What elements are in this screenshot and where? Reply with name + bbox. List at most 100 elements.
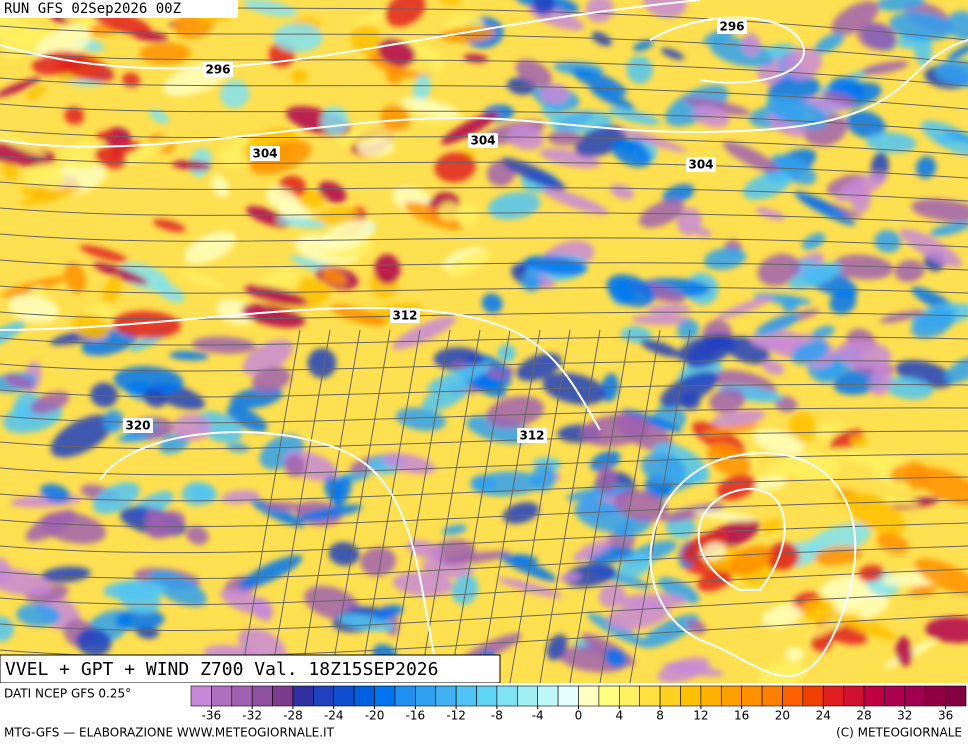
field-blob: [711, 409, 766, 427]
color-swatch: [761, 685, 783, 707]
field-blob: [716, 295, 774, 320]
field-blob: [752, 429, 805, 456]
contour-labels: 296 296 304 304 304 312 312 320: [123, 19, 747, 443]
streamline: [599, 329, 661, 683]
field-blob: [788, 262, 842, 290]
color-swatch: [251, 685, 273, 707]
field-blob: [502, 502, 540, 524]
field-blob: [318, 181, 347, 204]
color-swatch: [517, 685, 539, 707]
field-blob: [849, 435, 868, 448]
field-blob: [320, 219, 376, 252]
field-blob: [153, 219, 186, 233]
field-blob: [542, 188, 609, 215]
field-blob: [915, 467, 968, 506]
color-swatch: [415, 685, 437, 707]
color-swatch: [394, 685, 416, 707]
color-swatch: [741, 685, 763, 707]
field-blob: [499, 553, 557, 582]
color-swatch: [272, 685, 294, 707]
color-swatch: [700, 685, 722, 707]
field-blob: [811, 325, 835, 340]
field-blob: [315, 207, 360, 225]
field-blob: [191, 483, 218, 504]
streamline: [479, 329, 541, 683]
field-blob: [360, 547, 397, 577]
color-swatch: [618, 685, 640, 707]
field-blob: [3, 373, 34, 390]
color-swatch: [374, 685, 396, 707]
label-box: [390, 308, 420, 323]
source-label: DATI NCEP GFS 0.25°: [4, 687, 131, 701]
field-blob: [92, 482, 140, 514]
field-blob: [404, 201, 462, 231]
field-blob: [663, 662, 724, 677]
streamline: [0, 259, 968, 271]
field-blob: [64, 262, 87, 294]
tick-label: -24: [324, 709, 344, 723]
field-blob: [229, 386, 283, 409]
tick-label: 8: [656, 709, 664, 723]
field-blob: [195, 411, 243, 444]
field-blob: [0, 321, 26, 351]
field-blob: [703, 247, 747, 270]
color-swatch: [904, 685, 926, 707]
field-blob: [76, 628, 112, 657]
streamline: [0, 25, 968, 64]
field-blob: [441, 524, 467, 536]
field-blob: [95, 145, 127, 170]
streamline: [359, 329, 421, 683]
tick-label: -36: [202, 709, 222, 723]
field-blob: [30, 391, 70, 415]
field-blob: [39, 511, 107, 544]
field-blob: [186, 525, 209, 545]
field-blob: [709, 388, 746, 413]
field-blob: [749, 476, 788, 491]
color-swatch: [598, 685, 620, 707]
field-blob: [830, 447, 893, 467]
field-blob: [850, 186, 871, 214]
field-blob: [284, 455, 306, 478]
field-blob: [265, 186, 300, 213]
field-blob: [103, 409, 124, 433]
tick-label: -4: [532, 709, 544, 723]
contour: [697, 487, 786, 591]
field-blob: [226, 405, 268, 433]
field-blob: [782, 47, 822, 79]
tick-label: -12: [446, 709, 466, 723]
color-swatch: [782, 685, 804, 707]
field-blob: [154, 281, 185, 303]
contour: [649, 452, 857, 678]
field-blob: [784, 647, 804, 662]
field-blob: [946, 10, 968, 41]
streamline: [0, 51, 968, 87]
field-blob: [40, 566, 91, 583]
field-blob: [35, 25, 91, 63]
field-blob: [321, 267, 347, 286]
field-blob: [934, 59, 968, 87]
field-blob: [794, 191, 856, 226]
field-blob: [145, 510, 185, 539]
field-blob: [386, 63, 405, 85]
field-blob: [876, 0, 925, 12]
field-blob: [90, 382, 118, 408]
field-blob: [112, 310, 182, 339]
field-blob: [115, 609, 165, 631]
streamline: [0, 207, 968, 225]
field-blob: [374, 604, 404, 620]
color-swatch: [455, 685, 477, 707]
tick-label: 36: [938, 709, 953, 723]
field-blob: [801, 599, 837, 623]
color-swatch: [353, 685, 375, 707]
field-blob: [238, 555, 303, 590]
field-blob: [702, 423, 760, 437]
field-blob: [216, 298, 255, 325]
contour-label: 296: [719, 20, 744, 34]
streamline: [0, 407, 968, 424]
field-blob: [813, 32, 845, 55]
color-swatch: [863, 685, 885, 707]
tick-label: 12: [693, 709, 708, 723]
field-blob: [434, 151, 476, 183]
streamline: [329, 329, 391, 683]
